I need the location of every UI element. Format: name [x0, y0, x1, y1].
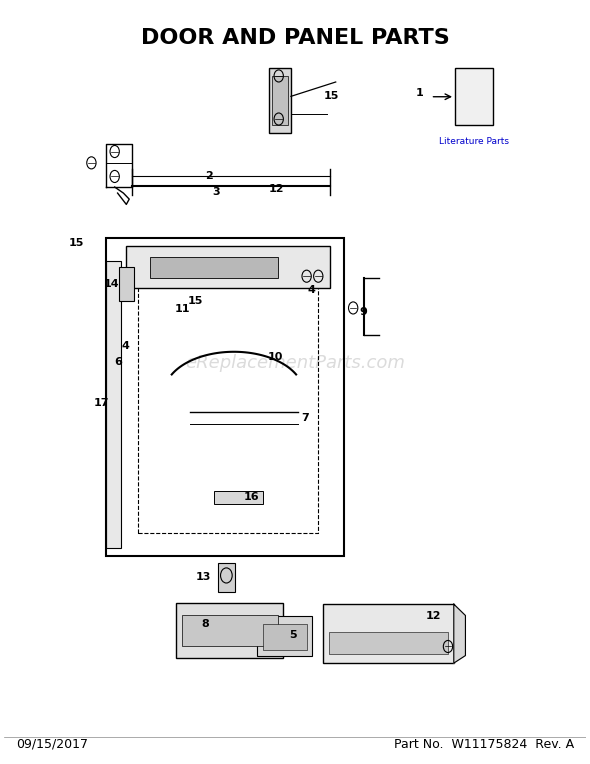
Bar: [323, 604, 454, 663]
Text: 7: 7: [301, 413, 309, 422]
Text: 12: 12: [426, 611, 441, 621]
Text: 17: 17: [94, 398, 109, 408]
Bar: [176, 604, 283, 658]
Text: 11: 11: [175, 305, 190, 315]
Bar: [150, 257, 277, 278]
Text: 4: 4: [121, 341, 129, 351]
Bar: [214, 490, 263, 504]
Text: eReplacementParts.com: eReplacementParts.com: [185, 354, 405, 372]
Bar: [138, 283, 318, 533]
Bar: [119, 267, 135, 301]
Text: 9: 9: [360, 307, 368, 318]
Bar: [269, 69, 291, 133]
Bar: [126, 246, 330, 287]
Bar: [106, 261, 120, 549]
Text: 4: 4: [307, 285, 315, 295]
Text: 12: 12: [268, 183, 284, 193]
Text: 15: 15: [323, 92, 339, 102]
Text: 15: 15: [68, 238, 84, 248]
Text: Literature Parts: Literature Parts: [439, 138, 509, 146]
Text: 14: 14: [104, 279, 120, 289]
Bar: [106, 238, 345, 555]
Text: Part No.  W11175824  Rev. A: Part No. W11175824 Rev. A: [394, 738, 574, 751]
Text: 10: 10: [267, 352, 283, 362]
Text: 5: 5: [290, 630, 297, 640]
Text: 16: 16: [244, 492, 260, 502]
Polygon shape: [454, 604, 466, 663]
Text: 6: 6: [114, 357, 122, 367]
Bar: [257, 617, 313, 656]
Text: 8: 8: [202, 619, 209, 629]
Bar: [272, 76, 288, 125]
Bar: [182, 615, 277, 646]
Bar: [218, 563, 234, 592]
Bar: [329, 632, 448, 654]
Text: 2: 2: [205, 170, 213, 181]
Bar: [263, 624, 307, 650]
Text: DOOR AND PANEL PARTS: DOOR AND PANEL PARTS: [140, 28, 450, 48]
Text: 13: 13: [196, 572, 211, 582]
Text: 09/15/2017: 09/15/2017: [16, 738, 88, 751]
Text: 3: 3: [212, 186, 220, 196]
Text: 1: 1: [415, 88, 423, 98]
Bar: [455, 69, 493, 125]
Text: 15: 15: [187, 296, 202, 306]
